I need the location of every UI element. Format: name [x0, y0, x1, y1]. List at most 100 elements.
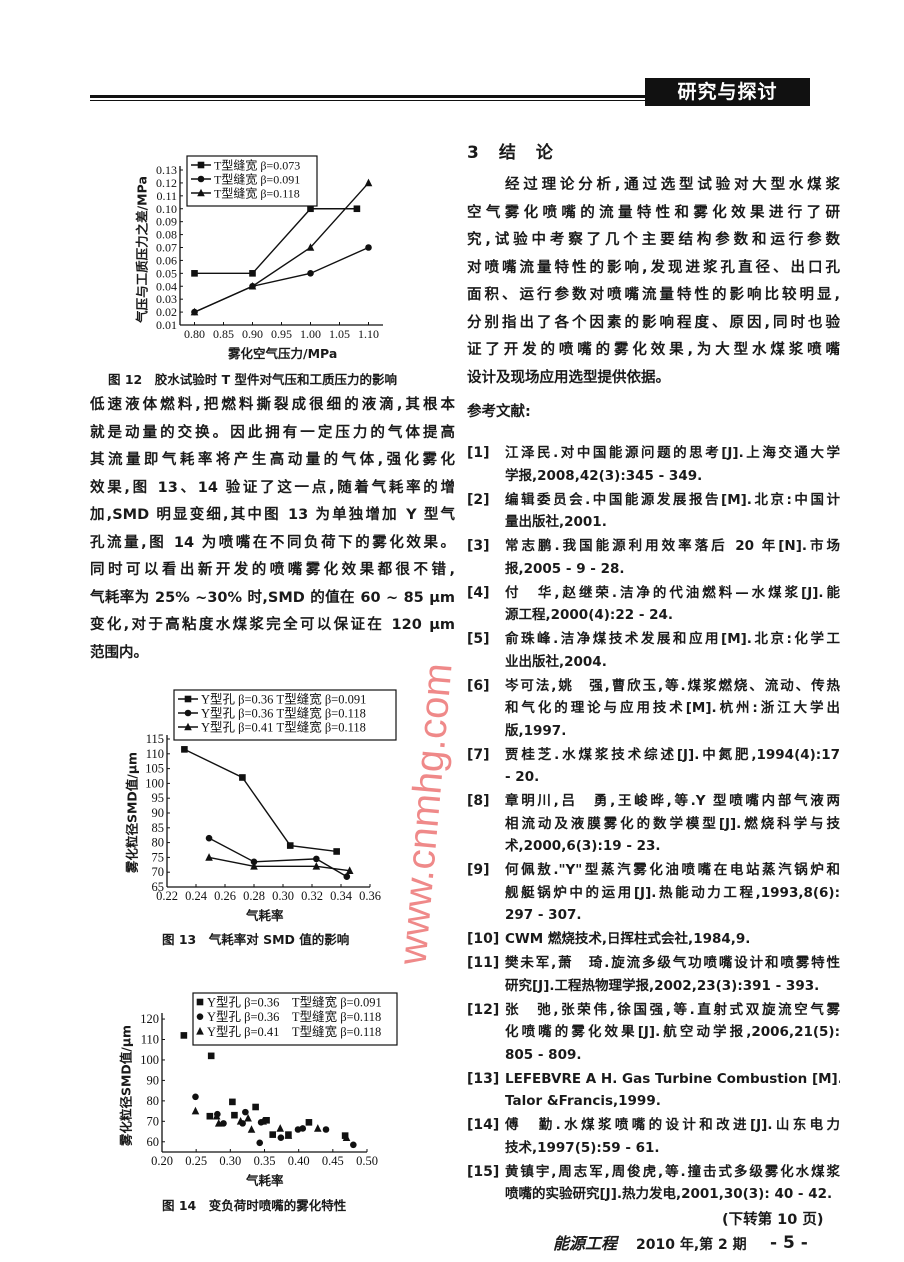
- legend-label: Y型孔 β=0.36 T型缝宽 β=0.091: [207, 995, 382, 1010]
- data-point: [314, 1124, 322, 1132]
- data-point: [206, 1112, 214, 1120]
- legend-label: Y型孔 β=0.36 T型缝宽 β=0.118: [207, 1009, 381, 1024]
- reference-line: 常志鹏.我国能源利用效率落后 20 年[N].市场: [505, 538, 840, 554]
- x-tick-label: 0.34: [330, 889, 353, 903]
- journal-name: 能源工程: [553, 1234, 618, 1253]
- reference-item: [3] 常志鹏.我国能源利用效率落后 20 年[N].市场 报,2005 - 9 -…: [467, 535, 840, 580]
- reference-item: [15] 黄镇宇,周志军,周俊虎,等.撞击式多级雾化水煤浆 喷嘴的实验研究[J].热…: [467, 1161, 840, 1206]
- y-tick-label: 90: [147, 1073, 160, 1087]
- data-point: [220, 1120, 227, 1127]
- text-line: 同时可以看出新开发的喷嘴雾化效果都很不错,: [90, 562, 455, 578]
- data-point: [236, 1117, 245, 1125]
- reference-line: 业出版社,2004.: [505, 653, 607, 670]
- x-tick-label: 0.20: [151, 1154, 173, 1168]
- fig14-caption: 图 14 变负荷时喷嘴的雾化特性: [162, 1198, 347, 1213]
- reference-number: [12]: [467, 1001, 500, 1018]
- x-tick-label: 0.30: [272, 889, 294, 903]
- legend-label: Y型孔 β=0.41 T型缝宽 β=0.118: [207, 1024, 381, 1039]
- data-point: [269, 1131, 276, 1138]
- fig13-ylabel: 雾化粒径SMD值/μm: [124, 751, 140, 874]
- x-tick-label: 0.30: [219, 1154, 241, 1168]
- data-point: [343, 873, 351, 880]
- reference-line: 805 - 809.: [505, 1046, 582, 1063]
- x-tick-label: 0.95: [271, 327, 292, 341]
- data-point: [333, 848, 340, 855]
- legend-marker: [197, 175, 205, 183]
- section-number: 3: [467, 143, 481, 163]
- reference-item: [10] CWM 燃烧技术,日挥柱式会社,1984,9.: [467, 928, 840, 951]
- reference-line: 贾桂芝.水煤浆技术综述[J].中氮肥,1994(4):17: [505, 746, 840, 763]
- data-point: [247, 1125, 256, 1133]
- section-title-b: 论: [535, 143, 555, 163]
- data-point: [364, 178, 373, 187]
- x-tick-label: 0.22: [156, 889, 178, 903]
- y-tick-label: 0.01: [156, 318, 177, 332]
- reference-line: 付 华,赵继荣.洁净的代油燃料—水煤浆[J].能: [505, 584, 840, 601]
- y-tick-label: 0.02: [156, 305, 177, 319]
- fig14-ylabel: 雾化粒径SMD值/μm: [118, 1024, 134, 1147]
- chart-12: 0.80 0.85 0.90 0.95 1.00 1.05 1.10 0.010.020.03…: [156, 155, 383, 341]
- fig13-caption: 图 13 气耗率对 SMD 值的影响: [162, 932, 350, 947]
- y-tick-label: 80: [147, 1094, 160, 1108]
- legend-marker: [184, 722, 192, 731]
- y-tick-label: 0.08: [156, 228, 177, 242]
- reference-line: 研究[J].工程热物理学报,2002,23(3):391 - 393.: [505, 977, 820, 994]
- reference-line: 源工程,2000(4):22 - 24.: [505, 607, 674, 623]
- data-point: [242, 1108, 249, 1116]
- x-tick-label: 1.00: [300, 327, 321, 341]
- reference-line: 俞珠峰.洁净煤技术发展和应用[M].北京:化学工: [505, 631, 840, 647]
- continued-note: (下转第 10 页): [722, 1212, 824, 1228]
- data-point: [299, 1125, 307, 1132]
- reference-line: 喷嘴的实验研究[J].热力发电,2001,30(3): 40 - 42.: [505, 1186, 833, 1202]
- data-point: [250, 858, 258, 866]
- data-point: [181, 746, 188, 753]
- reference-line: Talor &Francis,1999.: [505, 1093, 661, 1109]
- data-point: [244, 1113, 252, 1122]
- y-tick-label: 0.13: [156, 163, 177, 177]
- y-tick-label: 0.03: [156, 292, 177, 306]
- text-line: 究,试验中考察了几个主要结构参数和运行参数: [467, 232, 840, 248]
- text-line: 就是动量的交换。因此拥有一定压力的气体提高: [90, 424, 455, 441]
- y-tick-label: 0.11: [156, 189, 177, 203]
- chart-13: 0.22 0.24 0.26 0.28 0.30 0.32 0.34 0.36 65707580…: [145, 689, 397, 903]
- reference-number: [10]: [467, 931, 500, 947]
- reference-line: 岑可法,姚 强,曹欣玉,等.煤浆燃烧、流动、传热: [505, 677, 840, 694]
- reference-number: [14]: [467, 1117, 500, 1133]
- series-circle: [192, 1093, 357, 1149]
- data-point: [345, 866, 354, 875]
- series-circle: [205, 834, 351, 880]
- x-tick-label: 0.45: [322, 1154, 344, 1168]
- text-line: 经过理论分析,通过选型试验对大型水煤浆: [505, 177, 840, 193]
- text-line: 空气雾化喷嘴的流量特性和雾化效果进行了研: [467, 204, 840, 221]
- data-point: [307, 270, 314, 277]
- reference-line: 何佩敖."Y"型蒸汽雾化油喷嘴在电站蒸汽锅炉和: [505, 862, 840, 878]
- x-tick-label: 1.05: [329, 327, 350, 341]
- reference-line: 相流动及液膜雾化的数学模型[J].燃烧科学与技: [505, 815, 840, 832]
- reference-line: 297 - 307.: [505, 907, 582, 923]
- data-point: [263, 1116, 270, 1124]
- legend-label: T型缝宽 β=0.091: [214, 172, 300, 187]
- data-point: [353, 205, 361, 213]
- x-tick-label: 0.26: [214, 889, 236, 903]
- reference-item: [1] 江泽民.对中国能源问题的思考[J].上海交通大学 学报,2008,42(3)…: [467, 442, 840, 487]
- series-square: [181, 746, 340, 855]
- y-tick-label: 65: [152, 880, 165, 894]
- y-tick-label: 0.07: [156, 241, 177, 255]
- reference-number: [9]: [467, 862, 490, 878]
- series-triangle: [191, 1106, 351, 1141]
- data-point: [277, 1134, 285, 1141]
- y-tick-label: 75: [152, 850, 165, 864]
- data-point: [341, 1132, 349, 1139]
- reference-line: 术,2000,6(3):19 - 23.: [505, 838, 661, 854]
- series-triangle: [190, 178, 373, 316]
- section-label: 研究与探讨: [645, 78, 810, 106]
- reference-number: [7]: [467, 746, 490, 763]
- legend-label: Y型孔 β=0.41 T型缝宽 β=0.118: [201, 720, 366, 735]
- reference-number: [4]: [467, 584, 490, 601]
- legend-label: Y型孔 β=0.36 T型缝宽 β=0.091: [201, 692, 366, 707]
- y-tick-label: 0.04: [156, 279, 177, 293]
- header-rule: [90, 95, 646, 98]
- data-point: [276, 1124, 285, 1132]
- y-tick-label: 90: [152, 806, 165, 820]
- legend-label: T型缝宽 β=0.118: [214, 186, 300, 201]
